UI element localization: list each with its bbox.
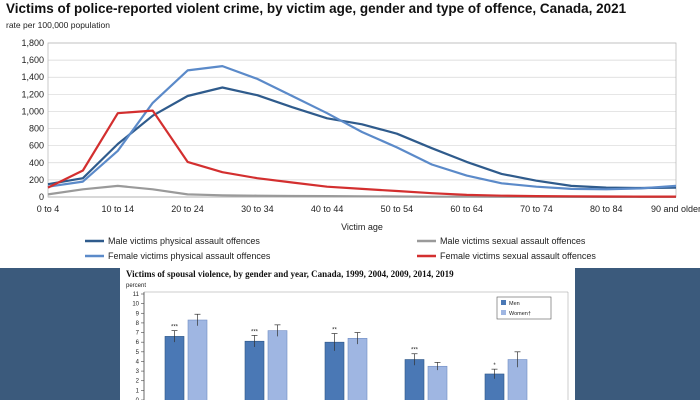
bar-legend-swatch-men bbox=[501, 300, 506, 305]
bar-y-tick-label: 8 bbox=[136, 321, 140, 327]
bar-legend-label-men: Men bbox=[509, 301, 520, 307]
significance-mark: *** bbox=[251, 329, 259, 335]
x-tick-label: 60 to 64 bbox=[450, 204, 483, 214]
bar-legend: Men Women† bbox=[496, 296, 552, 320]
chart-title: Victims of police-reported violent crime… bbox=[6, 1, 627, 16]
bar-y-tick-label: 6 bbox=[136, 340, 140, 346]
bar-y-tick-label: 2 bbox=[136, 379, 140, 385]
line-chart: Victims of police-reported violent crime… bbox=[6, 1, 700, 261]
bar-y-tick-label: 11 bbox=[133, 292, 140, 298]
y-tick-label: 200 bbox=[29, 175, 44, 185]
bar-chart-panel: Victims of spousal violence, by gender a… bbox=[120, 268, 575, 400]
bar-y-tick-label: 5 bbox=[136, 350, 140, 356]
bar-y-tick-labels: 0 1 2 3 4 5 6 7 8 9 10 11 bbox=[132, 292, 139, 400]
bar-legend-box bbox=[496, 296, 552, 320]
x-tick-label: 80 to 84 bbox=[590, 204, 623, 214]
series-line-0 bbox=[47, 86, 677, 190]
gridlines bbox=[47, 42, 677, 198]
x-tick-label: 30 to 34 bbox=[241, 204, 274, 214]
legend-label-female-physical: Female victims physical assault offences bbox=[108, 251, 271, 261]
bar-legend-swatch-women bbox=[501, 310, 506, 315]
legend-label-female-sexual: Female victims sexual assault offences bbox=[440, 251, 596, 261]
significance-mark: *** bbox=[171, 325, 179, 331]
x-tick-label: 50 to 54 bbox=[381, 204, 414, 214]
legend-label-male-sexual: Male victims sexual assault offences bbox=[440, 236, 586, 246]
y-tick-label: 1,000 bbox=[21, 106, 44, 116]
bar-y-tick-label: 0 bbox=[136, 398, 140, 400]
y-tick-label: 400 bbox=[29, 158, 44, 168]
bar-y-axis-label: percent bbox=[126, 283, 146, 289]
bar-chart: Victims of spousal violence, by gender a… bbox=[126, 269, 569, 400]
bar-y-tick-label: 3 bbox=[136, 369, 140, 375]
y-tick-labels: 0 200 400 600 800 1,000 1,200 1,400 1,600 1,800 bbox=[21, 38, 44, 202]
bar-men bbox=[324, 341, 345, 400]
series-lines bbox=[47, 64, 677, 198]
x-tick-labels: 0 to 4 10 to 14 20 to 24 30 to 34 40 to 44 50… bbox=[37, 204, 700, 214]
bar-y-tick-label: 10 bbox=[132, 302, 139, 308]
y-tick-label: 1,800 bbox=[21, 38, 44, 48]
x-axis-label: Victim age bbox=[341, 222, 383, 232]
bar-men bbox=[244, 340, 265, 400]
legend: Male victims physical assault offences M… bbox=[85, 236, 596, 261]
y-tick-label: 800 bbox=[29, 124, 44, 134]
bar-series: ****** ****** bbox=[164, 313, 528, 400]
y-tick-label: 1,400 bbox=[21, 72, 44, 82]
x-tick-label: 40 to 44 bbox=[311, 204, 344, 214]
significance-mark: * bbox=[493, 363, 496, 369]
series-line-2 bbox=[47, 64, 677, 191]
x-tick-label: 20 to 24 bbox=[171, 204, 204, 214]
bar-chart-title: Victims of spousal violence, by gender a… bbox=[126, 269, 454, 279]
legend-label-male-physical: Male victims physical assault offences bbox=[108, 236, 260, 246]
series-line-3 bbox=[47, 109, 676, 198]
bar-y-tick-label: 4 bbox=[136, 359, 140, 365]
y-tick-label: 1,600 bbox=[21, 55, 44, 65]
bar-y-tick-label: 9 bbox=[136, 311, 140, 317]
bar-y-tick-label: 1 bbox=[136, 388, 140, 394]
bar-y-tick-label: 7 bbox=[136, 331, 140, 337]
significance-mark: ** bbox=[332, 328, 337, 334]
x-tick-label: 0 to 4 bbox=[37, 204, 60, 214]
bar-women bbox=[347, 338, 368, 400]
y-axis-label: rate per 100,000 population bbox=[6, 20, 110, 30]
series-line-1 bbox=[47, 184, 676, 198]
plot-frame bbox=[47, 42, 677, 198]
x-tick-label: 70 to 74 bbox=[520, 204, 553, 214]
y-tick-label: 0 bbox=[39, 192, 44, 202]
bar-women bbox=[427, 365, 448, 400]
y-tick-label: 1,200 bbox=[21, 89, 44, 99]
bar-men bbox=[404, 359, 425, 400]
y-tick-label: 600 bbox=[29, 141, 44, 151]
line-chart-panel: Victims of police-reported violent crime… bbox=[0, 0, 700, 268]
bar-women bbox=[187, 319, 208, 400]
x-tick-label: 90 and older bbox=[651, 204, 700, 214]
bar-men bbox=[164, 336, 185, 400]
bar-axes bbox=[141, 291, 569, 400]
x-tick-label: 10 to 14 bbox=[102, 204, 135, 214]
bar-women bbox=[267, 330, 288, 400]
significance-mark: *** bbox=[411, 348, 419, 354]
bar-legend-label-women: Women† bbox=[509, 311, 531, 317]
